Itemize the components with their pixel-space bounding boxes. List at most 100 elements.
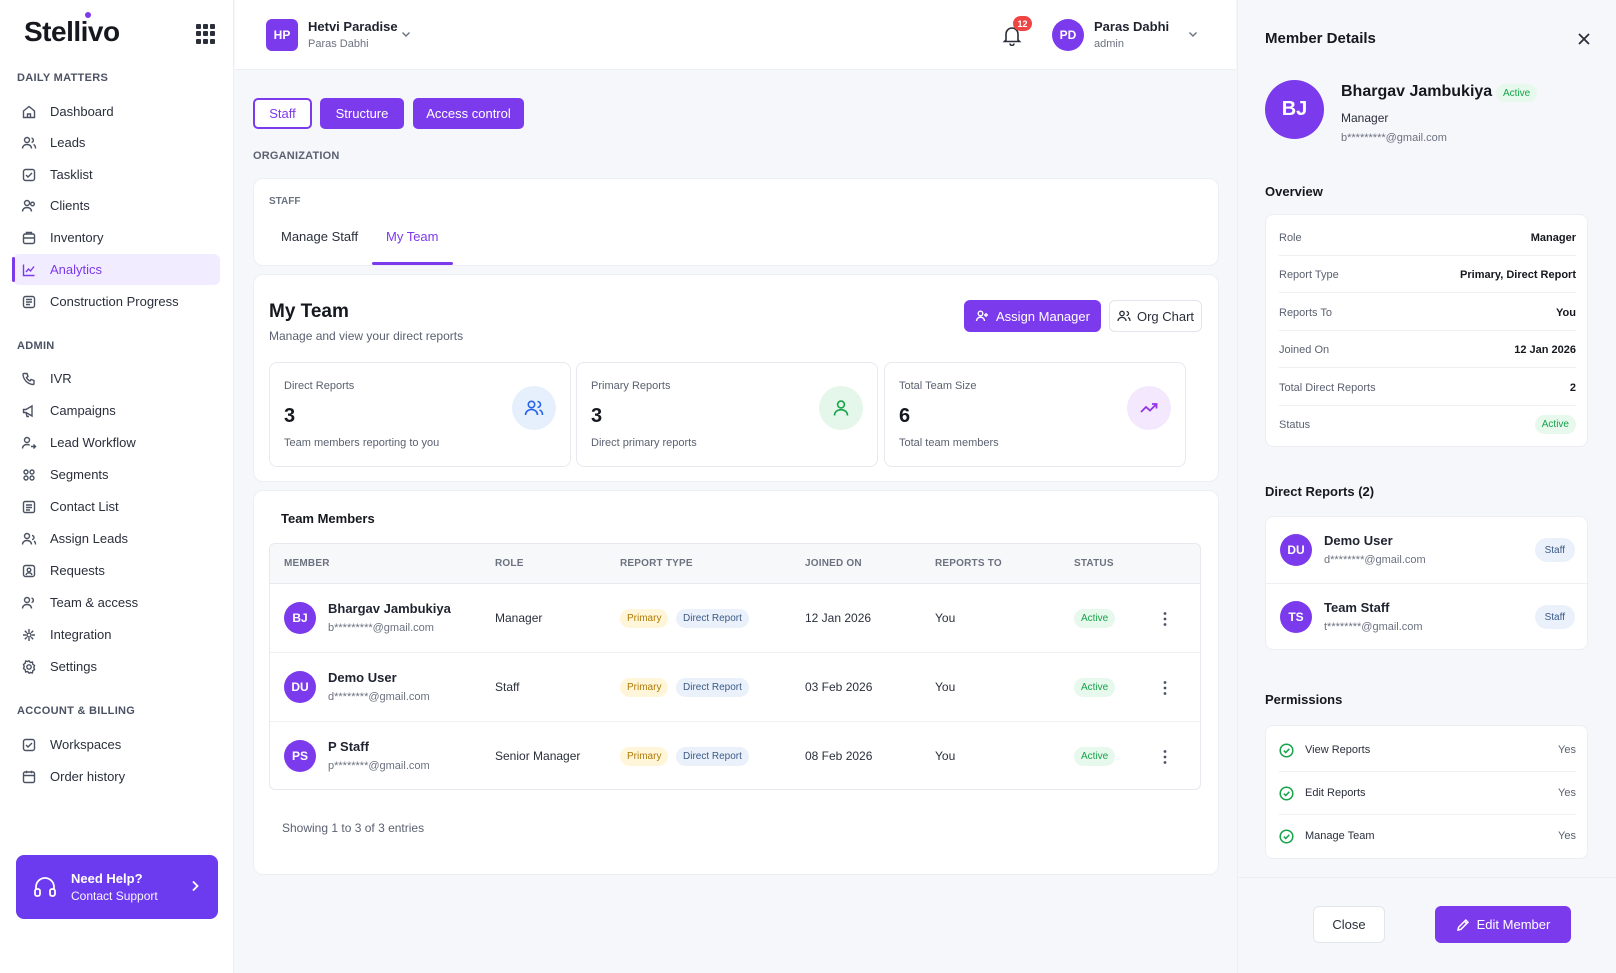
reports-to: You: [935, 680, 956, 694]
need-help-card[interactable]: Need Help? Contact Support: [16, 855, 218, 919]
page-subtitle: Manage and view your direct reports: [269, 329, 464, 343]
more-vertical-icon[interactable]: [1163, 749, 1167, 765]
brand-name: Stellivo: [24, 16, 120, 47]
list-item[interactable]: TS Team Staff t********@gmail.com Staff: [1266, 584, 1589, 651]
role-badge: Staff: [1534, 538, 1575, 562]
stat-label: Direct Reports: [284, 380, 355, 392]
edit-member-button[interactable]: Edit Member: [1435, 906, 1571, 943]
sidebar-item-label: Dashboard: [50, 104, 114, 119]
sidebar-item-integration[interactable]: Integration: [13, 619, 220, 650]
overview-key: Reports To: [1279, 307, 1332, 319]
sidebar-item-order-history[interactable]: Order history: [13, 761, 220, 792]
sidebar-item-label: IVR: [50, 371, 72, 386]
overview-key: Joined On: [1279, 344, 1330, 356]
sidebar-item-lead-workflow[interactable]: Lead Workflow: [13, 427, 220, 458]
member-email: b*********@gmail.com: [1341, 132, 1447, 144]
headset-icon: [34, 877, 56, 897]
user-name[interactable]: Paras Dabhi: [1094, 19, 1170, 34]
sidebar-item-inventory[interactable]: Inventory: [13, 222, 220, 253]
section-label-organization: ORGANIZATION: [253, 150, 340, 162]
user-role: admin: [1094, 38, 1124, 50]
workspace-name[interactable]: Hetvi Paradise: [308, 19, 398, 34]
close-button[interactable]: Close: [1313, 906, 1385, 943]
overview-title: Overview: [1265, 184, 1323, 199]
sidebar-item-clients[interactable]: Clients: [13, 190, 220, 221]
permission-value: Yes: [1558, 744, 1576, 756]
workspace-avatar[interactable]: HP: [266, 19, 298, 51]
check-circle-icon: [1279, 786, 1294, 801]
subtab-my-team[interactable]: My Team: [386, 229, 439, 244]
user-avatar[interactable]: PD: [1052, 19, 1084, 51]
table-row[interactable]: DU Demo User d********@gmail.com Staff P…: [270, 653, 1200, 722]
tab-structure[interactable]: Structure: [320, 98, 404, 129]
assign-icon: [21, 532, 37, 545]
sidebar-item-campaigns[interactable]: Campaigns: [13, 395, 220, 426]
team-members-card: Team Members MEMBER ROLE REPORT TYPE JOI…: [253, 490, 1219, 875]
list-item[interactable]: DU Demo User d********@gmail.com Staff: [1266, 517, 1589, 584]
sidebar-item-analytics[interactable]: Analytics: [12, 254, 220, 285]
member-avatar: BJ: [1265, 80, 1324, 139]
member-name: Demo User: [328, 670, 397, 685]
user-plus-icon: [975, 310, 989, 322]
sidebar-item-team-access[interactable]: Team & access: [13, 587, 220, 618]
status-badge: Active: [1534, 415, 1576, 434]
chevron-down-icon[interactable]: [1187, 28, 1199, 40]
more-vertical-icon[interactable]: [1163, 680, 1167, 696]
sidebar-item-dashboard[interactable]: Dashboard: [13, 96, 220, 127]
sidebar-item-ivr[interactable]: IVR: [13, 363, 220, 394]
requests-icon: [22, 564, 36, 577]
stat-card-total-team-size: Total Team Size 6 Total team members: [884, 362, 1186, 467]
close-icon[interactable]: [1577, 32, 1591, 46]
tab-access-control[interactable]: Access control: [413, 98, 524, 129]
main-content: Staff Structure Access control ORGANIZAT…: [235, 71, 1236, 973]
joined-date: 12 Jan 2026: [805, 611, 872, 625]
progress-icon: [22, 295, 36, 308]
assign-manager-button[interactable]: Assign Manager: [964, 300, 1101, 332]
sidebar-item-construction-progress[interactable]: Construction Progress: [13, 286, 220, 317]
member-avatar: TS: [1280, 601, 1312, 633]
sidebar-item-tasklist[interactable]: Tasklist: [13, 159, 220, 190]
org-chart-button[interactable]: Org Chart: [1109, 300, 1202, 332]
table-row[interactable]: BJ Bhargav Jambukiya b*********@gmail.co…: [270, 584, 1200, 653]
sidebar-item-label: Team & access: [50, 595, 139, 610]
sidebar-item-workspaces[interactable]: Workspaces: [13, 729, 220, 760]
sidebar-item-leads[interactable]: Leads: [13, 127, 220, 158]
sidebar-item-contact-list[interactable]: Contact List: [13, 491, 220, 522]
overview-value: Manager: [1530, 232, 1576, 244]
apps-grid-icon[interactable]: [196, 24, 216, 44]
pagination-info: Showing 1 to 3 of 3 entries: [282, 821, 425, 835]
more-vertical-icon[interactable]: [1163, 611, 1167, 627]
sidebar-item-requests[interactable]: Requests: [13, 555, 220, 586]
sidebar-item-label: Integration: [50, 627, 112, 642]
report-type-primary-badge: Primary: [620, 678, 669, 697]
notification-badge: 12: [1013, 16, 1032, 31]
permission-name: Manage Team: [1305, 830, 1375, 842]
check-circle-icon: [1279, 829, 1294, 844]
tab-staff[interactable]: Staff: [253, 98, 312, 129]
permissions-box: View Reports Yes Edit Reports Yes Manage…: [1265, 725, 1588, 859]
stat-card-direct-reports: Direct Reports 3 Team members reporting …: [269, 362, 571, 467]
chevron-down-icon[interactable]: [400, 28, 412, 40]
table-row[interactable]: PS P Staff p********@gmail.com Senior Ma…: [270, 722, 1200, 789]
col-report-type: REPORT TYPE: [620, 558, 693, 569]
checklist-icon: [22, 168, 36, 181]
sidebar-item-settings[interactable]: Settings: [13, 651, 220, 682]
brand-logo[interactable]: Stellivo: [24, 12, 120, 48]
member-avatar: PS: [284, 740, 316, 772]
staff-label: STAFF: [269, 196, 301, 207]
stat-value: 6: [899, 405, 911, 427]
overview-row: Report Type Primary, Direct Report: [1279, 256, 1576, 293]
member-avatar: BJ: [284, 602, 316, 634]
sidebar-item-assign-leads[interactable]: Assign Leads: [13, 523, 220, 554]
edit-member-label: Edit Member: [1476, 917, 1551, 932]
member-role: Manager: [495, 611, 543, 625]
overview-key: Status: [1279, 419, 1311, 431]
member-name: Team Staff: [1324, 600, 1390, 615]
joined-date: 03 Feb 2026: [805, 680, 873, 694]
member-name: Bhargav Jambukiya: [1341, 83, 1493, 100]
member-avatar: DU: [284, 671, 316, 703]
permission-value: Yes: [1558, 787, 1576, 799]
sidebar-item-segments[interactable]: Segments: [13, 459, 220, 490]
reports-to: You: [935, 611, 956, 625]
subtab-manage-staff[interactable]: Manage Staff: [281, 229, 359, 244]
